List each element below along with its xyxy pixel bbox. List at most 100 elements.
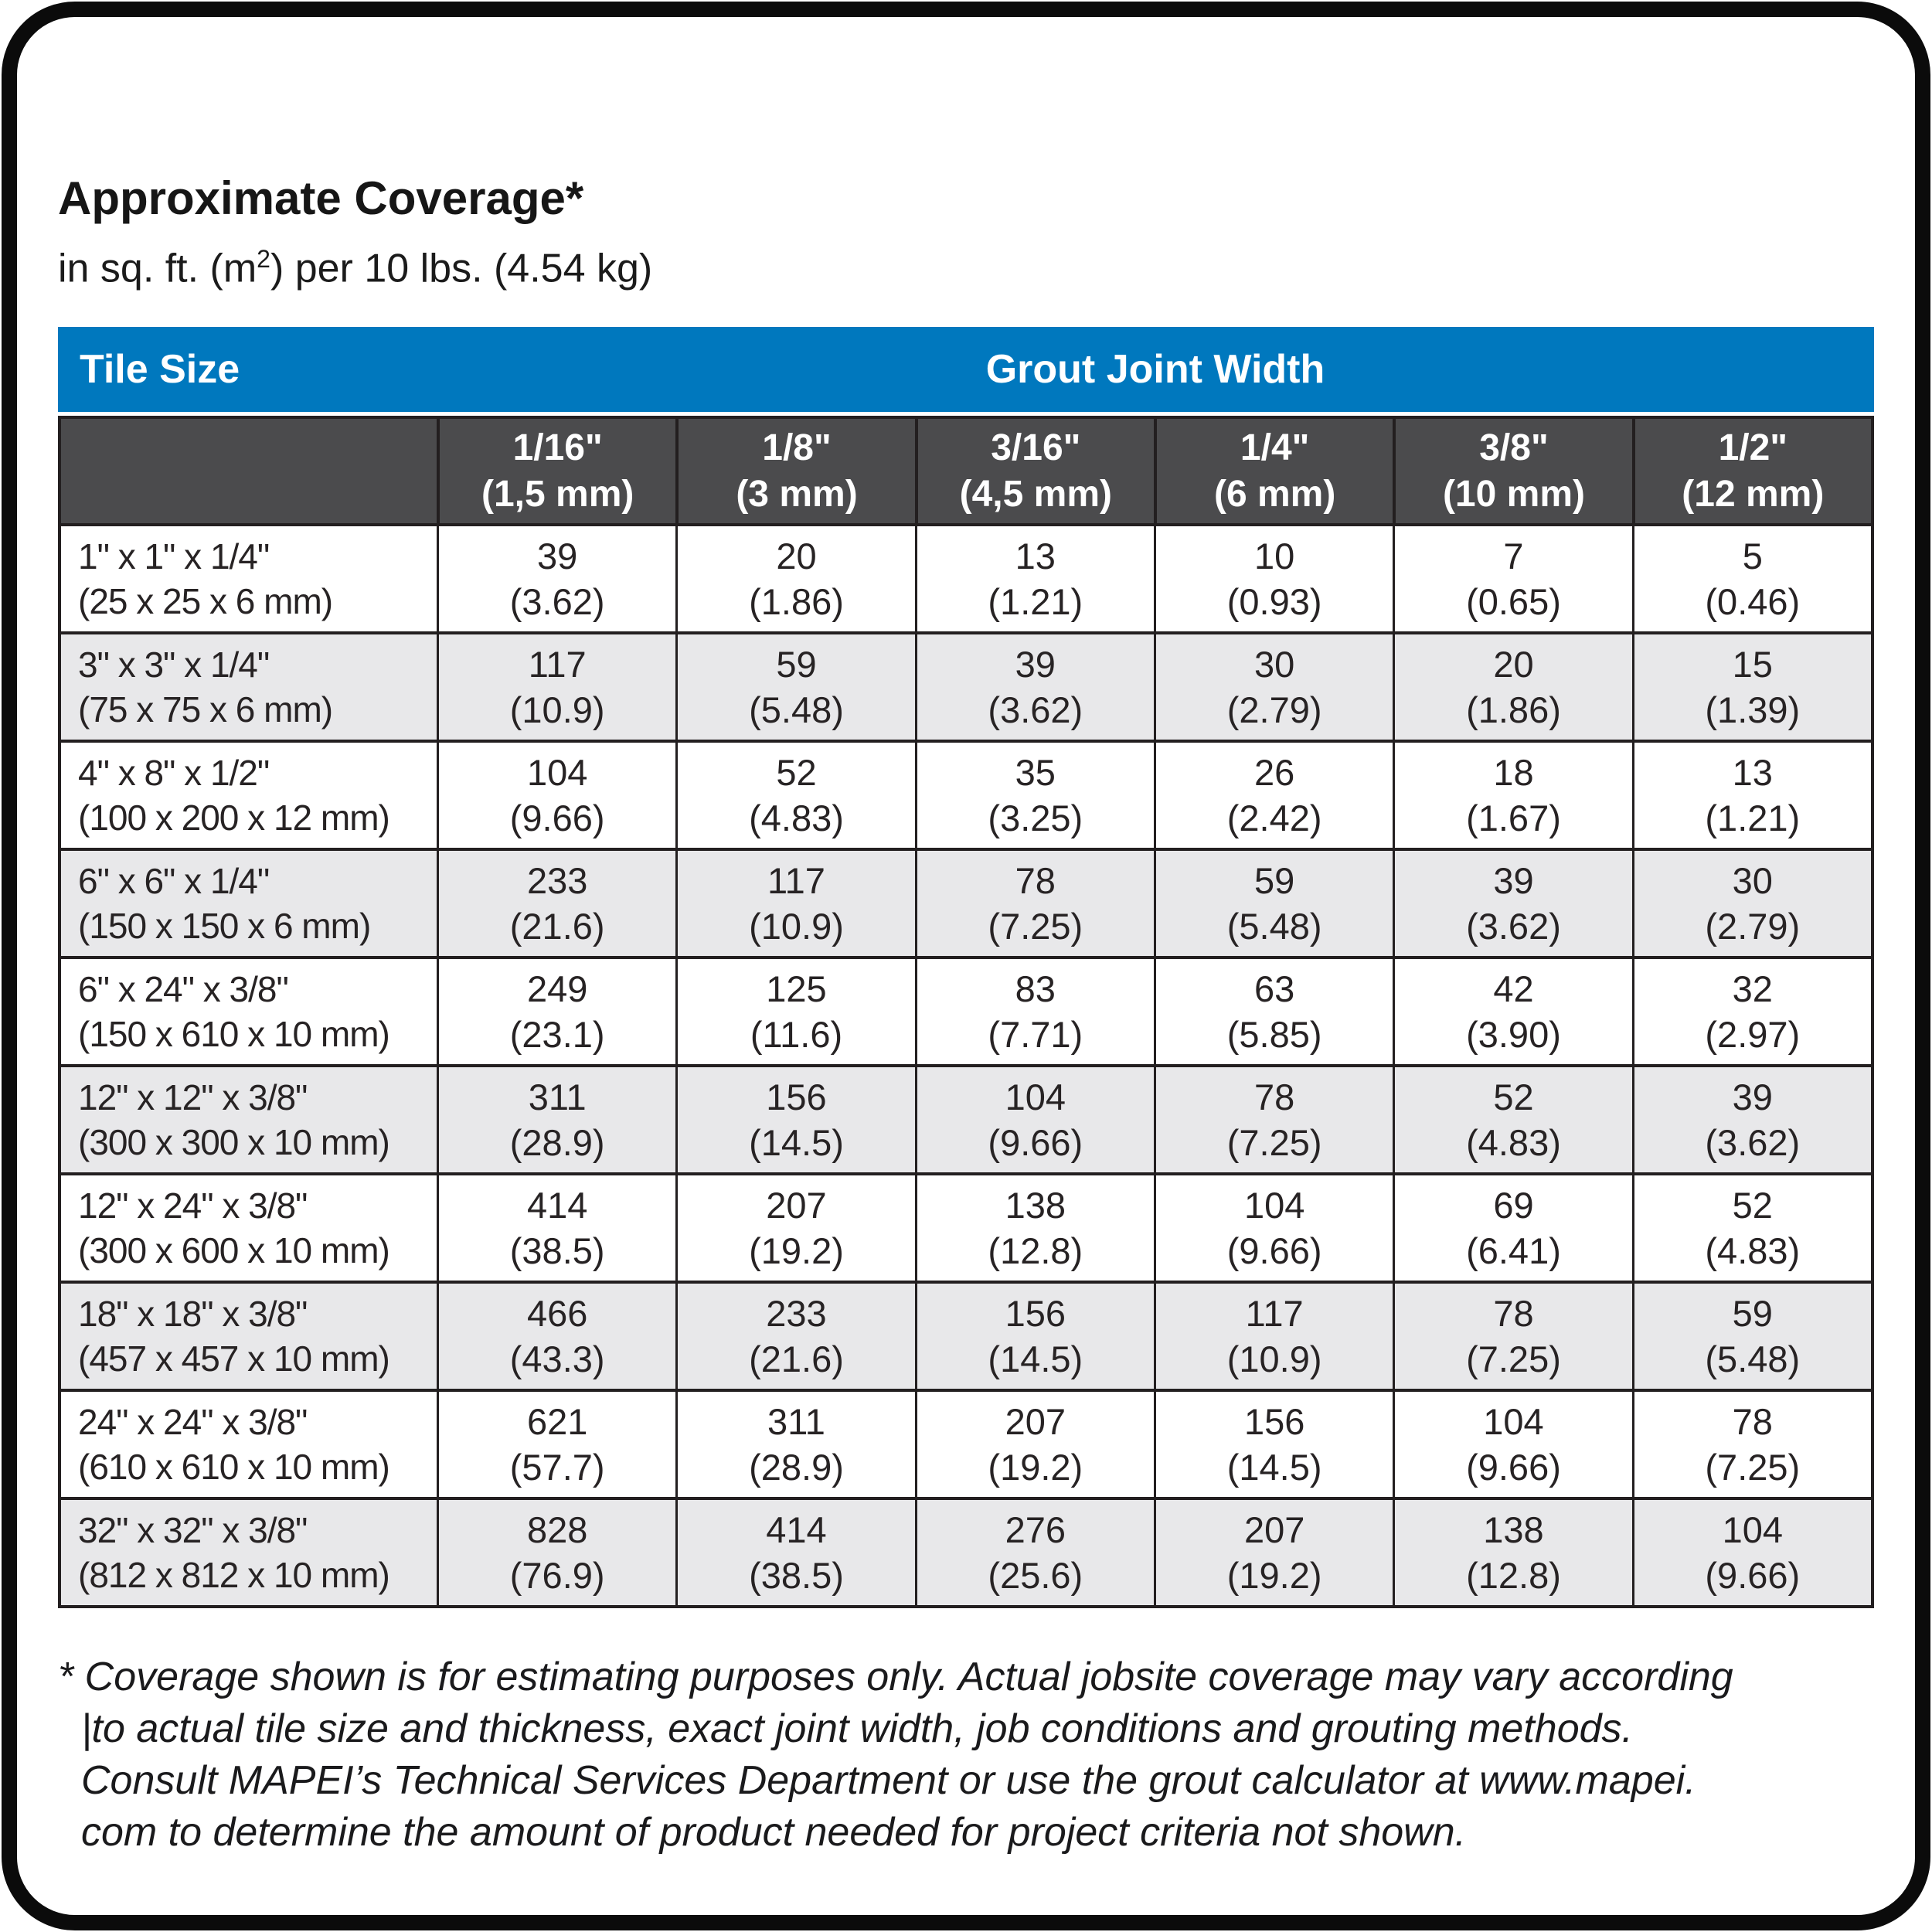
page-title: Approximate Coverage* [58, 172, 584, 224]
tile-size-cell: 6" x 6" x 1/4" (150 x 150 x 6 mm) [78, 861, 371, 947]
coverage-cell: 42 (3.90) [1393, 959, 1631, 1065]
coverage-cell: 233 (21.6) [675, 1284, 914, 1389]
coverage-cell: 621 (57.7) [437, 1392, 675, 1498]
subheader-corner-cell [61, 419, 437, 523]
coverage-cell: 138 (12.8) [914, 1175, 1154, 1281]
coverage-cell: 207 (19.2) [1153, 1500, 1393, 1606]
coverage-cell: 20 (1.86) [675, 526, 914, 632]
coverage-cell: 125 (11.6) [675, 959, 914, 1065]
table-row: 18" x 18" x 3/8" (457 x 457 x 10 mm) 466 (4… [61, 1281, 1871, 1389]
coverage-cell: 156 (14.5) [1153, 1392, 1393, 1498]
table-row: 4" x 8" x 1/2" (100 x 200 x 12 mm) 104 (9.6… [61, 740, 1871, 849]
table-grid: 1/16" (1,5 mm) 1/8" (3 mm) 3/16" (4,5 mm) 1/4"… [58, 416, 1874, 1609]
tile-size-cell: 1" x 1" x 1/4" (25 x 25 x 6 mm) [78, 536, 333, 622]
footnote-line: com to determine the amount of product n… [81, 1810, 1467, 1855]
table-header-row: Tile Size Grout Joint Width [58, 327, 1874, 413]
coverage-cell: 63 (5.85) [1153, 959, 1393, 1065]
footnote-line: |to actual tile size and thickness, exac… [81, 1706, 1633, 1752]
table-row: 12" x 12" x 3/8" (300 x 300 x 10 mm) 311 (2… [61, 1064, 1871, 1173]
coverage-cell: 15 (1.39) [1631, 634, 1871, 740]
coverage-cell: 276 (25.6) [914, 1500, 1154, 1606]
coverage-cell: 117 (10.9) [437, 634, 675, 740]
coverage-cell: 156 (14.5) [675, 1067, 914, 1173]
coverage-cell: 13 (1.21) [914, 526, 1154, 632]
joint-width-header-cell: 3/16" (4,5 mm) [914, 419, 1154, 524]
table-row: 32" x 32" x 3/8" (812 x 812 x 10 mm) 828 (7… [61, 1497, 1871, 1606]
footnote: * Coverage shown is for estimating purpo… [58, 1651, 1874, 1859]
coverage-cell: 156 (14.5) [914, 1284, 1154, 1389]
page-subtitle: in sq. ft. (m2) per 10 lbs. (4.54 kg) [58, 245, 1874, 291]
coverage-cell: 311 (28.9) [675, 1392, 914, 1498]
coverage-cell: 78 (7.25) [914, 851, 1154, 957]
table-row: 6" x 24" x 3/8" (150 x 610 x 10 mm) 249 (23… [61, 956, 1871, 1065]
tile-size-cell: 12" x 12" x 3/8" (300 x 300 x 10 mm) [78, 1077, 390, 1163]
tile-size-cell: 6" x 24" x 3/8" (150 x 610 x 10 mm) [78, 969, 390, 1055]
joint-width-subheader-row: 1/16" (1,5 mm) 1/8" (3 mm) 3/16" (4,5 mm) 1/4"… [61, 419, 1871, 524]
coverage-cell: 117 (10.9) [1153, 1284, 1393, 1389]
coverage-cell: 52 (4.83) [1393, 1067, 1631, 1173]
coverage-cell: 104 (9.66) [437, 743, 675, 849]
coverage-cell: 83 (7.71) [914, 959, 1154, 1065]
joint-width-header-cell: 1/2" (12 mm) [1631, 419, 1871, 524]
coverage-cell: 207 (19.2) [914, 1392, 1154, 1498]
coverage-cell: 138 (12.8) [1393, 1500, 1631, 1606]
subtitle-suffix: ) per 10 lbs. (4.54 kg) [270, 246, 653, 291]
coverage-cell: 20 (1.86) [1393, 634, 1631, 740]
coverage-cell: 59 (5.48) [1153, 851, 1393, 957]
subtitle-prefix: in sq. ft. (m [58, 246, 257, 291]
coverage-cell: 35 (3.25) [914, 743, 1154, 849]
coverage-cell: 39 (3.62) [914, 634, 1154, 740]
coverage-cell: 32 (2.97) [1631, 959, 1871, 1065]
coverage-cell: 18 (1.67) [1393, 743, 1631, 849]
tile-size-header: Tile Size [80, 347, 240, 393]
coverage-cell: 249 (23.1) [437, 959, 675, 1065]
joint-width-header-cell: 3/8" (10 mm) [1393, 419, 1631, 524]
coverage-cell: 466 (43.3) [437, 1284, 675, 1389]
subtitle-superscript: 2 [257, 245, 270, 273]
footnote-line: * Coverage shown is for estimating purpo… [58, 1655, 1733, 1700]
coverage-cell: 59 (5.48) [675, 634, 914, 740]
coverage-cell: 59 (5.48) [1631, 1284, 1871, 1389]
coverage-cell: 78 (7.25) [1631, 1392, 1871, 1498]
coverage-cell: 104 (9.66) [1393, 1392, 1631, 1498]
table-row: 12" x 24" x 3/8" (300 x 600 x 10 mm) 414 (3… [61, 1172, 1871, 1281]
coverage-cell: 414 (38.5) [437, 1175, 675, 1281]
coverage-cell: 30 (2.79) [1631, 851, 1871, 957]
coverage-cell: 13 (1.21) [1631, 743, 1871, 849]
coverage-cell: 52 (4.83) [1631, 1175, 1871, 1281]
coverage-cell: 39 (3.62) [1631, 1067, 1871, 1173]
coverage-cell: 5 (0.46) [1631, 526, 1871, 632]
coverage-cell: 104 (9.66) [1153, 1175, 1393, 1281]
joint-width-header-cell: 1/16" (1,5 mm) [437, 419, 675, 524]
grout-joint-width-header: Grout Joint Width [985, 347, 1325, 393]
coverage-cell: 104 (9.66) [914, 1067, 1154, 1173]
coverage-cell: 414 (38.5) [675, 1500, 914, 1606]
coverage-cell: 104 (9.66) [1631, 1500, 1871, 1606]
footnote-line: Consult MAPEI’s Technical Services Depar… [81, 1758, 1696, 1804]
coverage-cell: 311 (28.9) [437, 1067, 675, 1173]
tile-size-cell: 32" x 32" x 3/8" (812 x 812 x 10 mm) [78, 1510, 390, 1596]
tile-size-cell: 12" x 24" x 3/8" (300 x 600 x 10 mm) [78, 1185, 390, 1271]
coverage-sheet: Approximate Coverage* in sq. ft. (m2) pe… [58, 0, 1874, 1859]
table-row: 24" x 24" x 3/8" (610 x 610 x 10 mm) 621 (5… [61, 1389, 1871, 1498]
tile-size-cell: 24" x 24" x 3/8" (610 x 610 x 10 mm) [78, 1402, 390, 1488]
coverage-cell: 78 (7.25) [1393, 1284, 1631, 1389]
coverage-cell: 39 (3.62) [437, 526, 675, 632]
table-row: 1" x 1" x 1/4" (25 x 25 x 6 mm) 39 (3.62) 20… [61, 523, 1871, 632]
coverage-cell: 117 (10.9) [675, 851, 914, 957]
coverage-cell: 207 (19.2) [675, 1175, 914, 1281]
tile-size-cell: 18" x 18" x 3/8" (457 x 457 x 10 mm) [78, 1294, 390, 1379]
coverage-cell: 233 (21.6) [437, 851, 675, 957]
coverage-table: Tile Size Grout Joint Width 1/16" (1,5 mm… [58, 327, 1874, 1609]
coverage-cell: 26 (2.42) [1153, 743, 1393, 849]
joint-width-header-cell: 1/8" (3 mm) [675, 419, 914, 524]
tile-size-cell: 3" x 3" x 1/4" (75 x 75 x 6 mm) [78, 645, 333, 730]
coverage-cell: 30 (2.79) [1153, 634, 1393, 740]
table-row: 6" x 6" x 1/4" (150 x 150 x 6 mm) 233 (21.6… [61, 848, 1871, 957]
coverage-cell: 39 (3.62) [1393, 851, 1631, 957]
coverage-cell: 828 (76.9) [437, 1500, 675, 1606]
coverage-cell: 52 (4.83) [675, 743, 914, 849]
coverage-cell: 10 (0.93) [1153, 526, 1393, 632]
tile-size-cell: 4" x 8" x 1/2" (100 x 200 x 12 mm) [78, 753, 390, 838]
coverage-cell: 78 (7.25) [1153, 1067, 1393, 1173]
